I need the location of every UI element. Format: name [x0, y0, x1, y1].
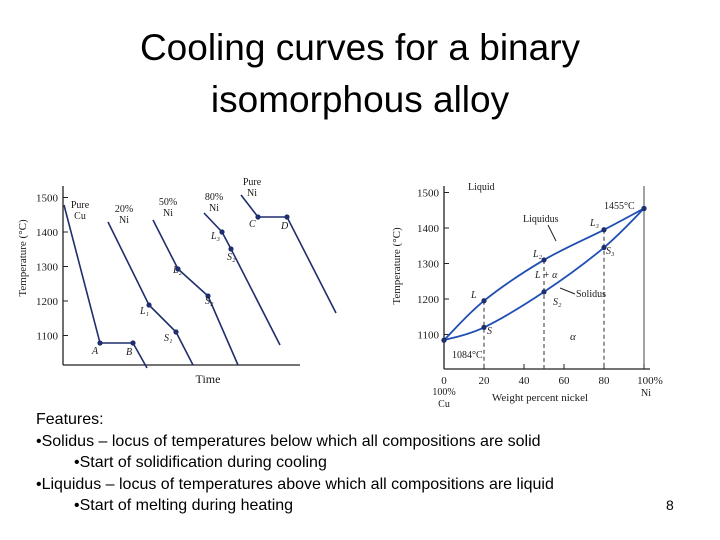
feature-solidus: •Solidus – locus of temperatures below w…	[36, 432, 541, 450]
slide-title: Cooling curves for a binary isomorphous …	[0, 22, 720, 126]
cooling-curve-line	[107, 221, 194, 366]
phase-data-point	[481, 324, 487, 330]
left-y-tick-label: 1300	[36, 262, 59, 274]
curve-label-0: Pure	[71, 200, 90, 211]
phase-data-point	[541, 257, 547, 263]
curve-label-4-line2: Ni	[247, 188, 257, 199]
cooling-curve-line	[152, 219, 239, 366]
right-x-tick-label: 100%	[637, 375, 663, 387]
title-line-2: isomorphous alloy	[210, 79, 510, 120]
features-heading: Features:	[36, 411, 104, 428]
right-y-tick-label: 1500	[417, 188, 440, 200]
right-x-end-label-100: 100%	[432, 387, 455, 398]
annotation-1084: 1084°C	[452, 350, 483, 361]
cooling-curve-point	[97, 340, 103, 346]
features-list: Features: •Solidus – locus of temperatur…	[36, 409, 656, 517]
left-y-tick-label: 1500	[36, 193, 59, 205]
curve-label-2-line2: Ni	[163, 208, 173, 219]
annotation-solidus-pointer	[559, 287, 576, 295]
right-x-end-label-ni: Ni	[641, 388, 651, 399]
curve-label-3-line2: Ni	[209, 203, 219, 214]
phase-point-label: L	[470, 290, 477, 301]
cooling-curve-line	[63, 204, 148, 369]
feature-liquidus-sub: •Start of melting during heating	[74, 497, 294, 514]
annotation-1455: 1455°C	[604, 201, 635, 212]
phase-point-label: S₂	[553, 297, 562, 308]
phase-data-point	[601, 244, 607, 251]
left-y-axis-label: Temperature (°C)	[17, 219, 29, 297]
left-y-tick-label: 1200	[36, 296, 59, 308]
phase-data-point	[481, 298, 487, 304]
cooling-curve-point	[284, 214, 290, 220]
feature-solidus-sub: •Start of solidification during cooling	[74, 454, 327, 471]
curve-label-1-line2: Ni	[119, 215, 129, 226]
cooling-point-label: S₂	[227, 252, 236, 263]
annotation-solidus: Solidus	[576, 289, 606, 300]
curve-label-3: 80%	[205, 192, 223, 203]
annotation-liquidus: Liquidus	[523, 214, 559, 225]
cooling-point-label: S₂	[205, 296, 214, 307]
right-y-tick-label: 1300	[417, 259, 440, 271]
cooling-point-label: D	[280, 221, 289, 232]
cooling-point-label: L₂	[172, 265, 183, 276]
phase-data-point	[541, 289, 547, 295]
title-line-1: Cooling curves for a binary	[139, 27, 581, 68]
left-x-axis-label: Time	[196, 372, 221, 386]
cooling-point-label: S₁	[164, 333, 172, 344]
cooling-curve-line	[240, 194, 337, 314]
curve-label-1: 20%	[115, 204, 133, 215]
right-y-axis-label: Temperature (°C)	[391, 227, 403, 305]
cooling-curve-point	[146, 302, 152, 308]
right-x-tick-label: 80	[599, 375, 611, 387]
cooling-curve-point	[219, 229, 225, 235]
cooling-point-label: L₃	[210, 231, 221, 242]
right-x-axis-label: Weight percent nickel	[492, 392, 588, 404]
phase-point-label: L₂	[532, 249, 543, 260]
cooling-point-label: A	[91, 346, 99, 357]
cooling-point-label: B	[126, 347, 132, 358]
cooling-curve-point	[205, 293, 211, 299]
region-label-liquid: Liquid	[468, 182, 495, 193]
region-label-alpha: α	[570, 331, 576, 343]
phase-point-label: S₃	[606, 246, 615, 257]
page-number: 8	[666, 497, 674, 513]
phase-data-point	[601, 227, 607, 233]
cooling-point-label: L₁	[139, 306, 149, 317]
right-x-tick-label: 20	[479, 375, 491, 387]
cooling-point-label: C	[249, 219, 256, 230]
right-y-tick-label: 1200	[417, 294, 440, 306]
curve-label-0-line2: Cu	[74, 211, 86, 222]
cooling-curve-point	[255, 214, 261, 220]
right-x-tick-label: 40	[519, 375, 531, 387]
curve-label-4: Pure	[243, 177, 262, 188]
cooling-curve-point	[175, 266, 181, 272]
cooling-curve-point	[173, 329, 179, 335]
cooling-curve-point	[228, 246, 234, 252]
right-x-tick-label: 0	[441, 375, 447, 387]
curve-label-2: 50%	[159, 197, 177, 208]
right-y-tick-label: 1100	[417, 330, 439, 342]
feature-liquidus: •Liquidus – locus of temperatures above …	[36, 475, 554, 493]
phase-data-point	[441, 337, 447, 343]
phase-point-label: L₃	[589, 218, 600, 229]
phase-point-label: S	[487, 326, 492, 337]
right-y-tick-label: 1400	[417, 223, 440, 235]
left-y-tick-label: 1100	[36, 331, 58, 343]
right-x-end-label-cu: Cu	[438, 399, 450, 410]
cooling-curve-line	[203, 212, 281, 346]
left-y-tick-label: 1400	[36, 227, 59, 239]
right-x-tick-label: 60	[559, 375, 571, 387]
region-label-l-plus-alpha: L + α	[534, 270, 558, 281]
cooling-curve-point	[130, 340, 136, 346]
annotation-liquidus-pointer	[547, 224, 557, 242]
phase-data-point	[641, 205, 647, 212]
